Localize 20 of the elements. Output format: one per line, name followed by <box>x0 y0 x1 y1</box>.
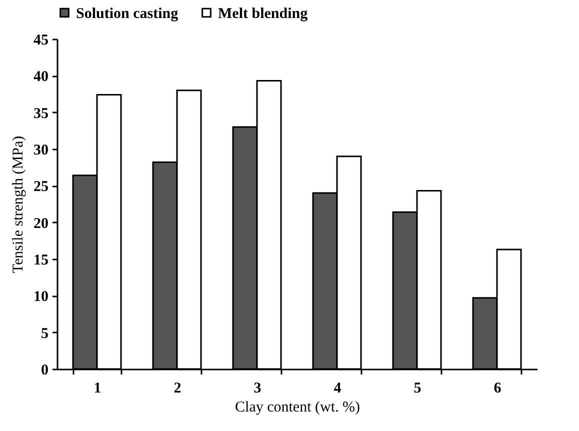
legend-label: Solution casting <box>76 6 179 22</box>
y-tick-label: 40 <box>34 69 48 86</box>
x-tick-label: 6 <box>494 380 502 396</box>
x-tick-label: 5 <box>414 380 422 396</box>
x-tick-label: 2 <box>174 380 182 396</box>
y-tick-label: 20 <box>34 216 48 232</box>
y-tick-label: 10 <box>34 289 48 306</box>
y-tick-label: 30 <box>34 142 48 158</box>
y-tick-label: 45 <box>34 32 48 48</box>
y-tick-label: 15 <box>34 252 48 268</box>
x-tick-label: 1 <box>94 380 102 396</box>
y-tick-label: 25 <box>34 179 48 196</box>
y-tick-label: 0 <box>41 362 48 378</box>
y-tick-label: 5 <box>41 326 48 342</box>
x-tick-label: 3 <box>254 380 262 396</box>
y-tick-label: 35 <box>34 106 48 122</box>
y-axis-title: Tensile strength (MPa) <box>10 136 26 274</box>
x-tick-label: 4 <box>334 380 342 396</box>
legend-label: Melt blending <box>218 6 308 22</box>
x-axis-title: Clay content (wt. %) <box>235 400 360 416</box>
